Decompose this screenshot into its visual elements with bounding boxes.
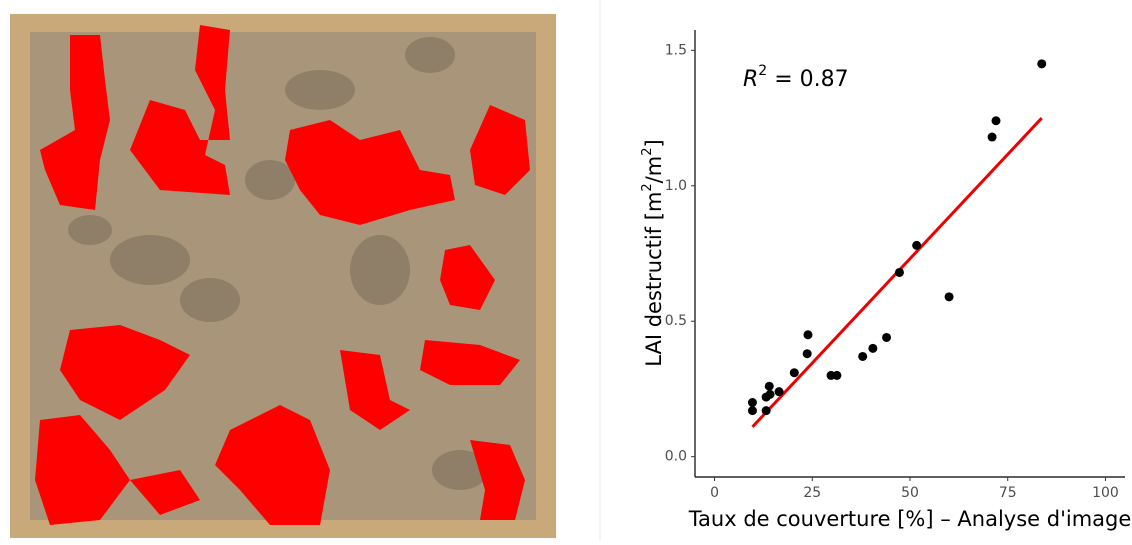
x-tick-label: 0: [710, 485, 719, 501]
segmented-plants: [35, 25, 530, 525]
point: [944, 292, 954, 302]
y-label-part: ]: [642, 139, 666, 147]
point: [1037, 59, 1047, 69]
point: [912, 240, 922, 250]
annotation-text: R: [743, 67, 758, 92]
y-tick-label: 1.5: [665, 42, 687, 58]
y-axis-label: LAI destructif [m2/m2]: [640, 139, 667, 366]
point: [747, 398, 757, 407]
point: [774, 387, 784, 397]
point: [991, 116, 1001, 126]
annotation: R2 = 0.87: [743, 63, 849, 92]
point: [858, 351, 868, 361]
point: [868, 343, 878, 353]
point: [832, 370, 842, 380]
point: [747, 406, 757, 416]
annotation-rest: = 0.87: [767, 67, 848, 92]
point: [803, 330, 813, 340]
y-label-part: LAI destructif [m: [642, 192, 666, 367]
point: [764, 381, 774, 391]
annotation-sup: 2: [758, 63, 767, 79]
soil-clods: [68, 37, 488, 490]
y-tick-label: 1.0: [665, 178, 687, 194]
point: [765, 389, 775, 399]
point: [882, 332, 892, 342]
point: [789, 368, 799, 378]
x-tick-label: 100: [1092, 485, 1119, 501]
point: [894, 267, 904, 277]
x-axis-label: Taux de couverture [%] – Analyse d'image: [688, 507, 1132, 531]
x-tick-label: 25: [803, 485, 821, 501]
x-tick-label: 75: [999, 485, 1017, 501]
y-label-part: /m: [642, 156, 666, 184]
x-tick-label: 50: [901, 485, 919, 501]
point: [987, 132, 997, 142]
point: [761, 406, 771, 416]
y-tick-label: 0.0: [665, 449, 687, 465]
y-label-sup: 2: [640, 183, 655, 191]
y-tick-label: 0.5: [665, 313, 687, 329]
y-label-sup: 2: [640, 147, 655, 155]
point: [802, 349, 812, 359]
field-photo: [10, 14, 556, 538]
